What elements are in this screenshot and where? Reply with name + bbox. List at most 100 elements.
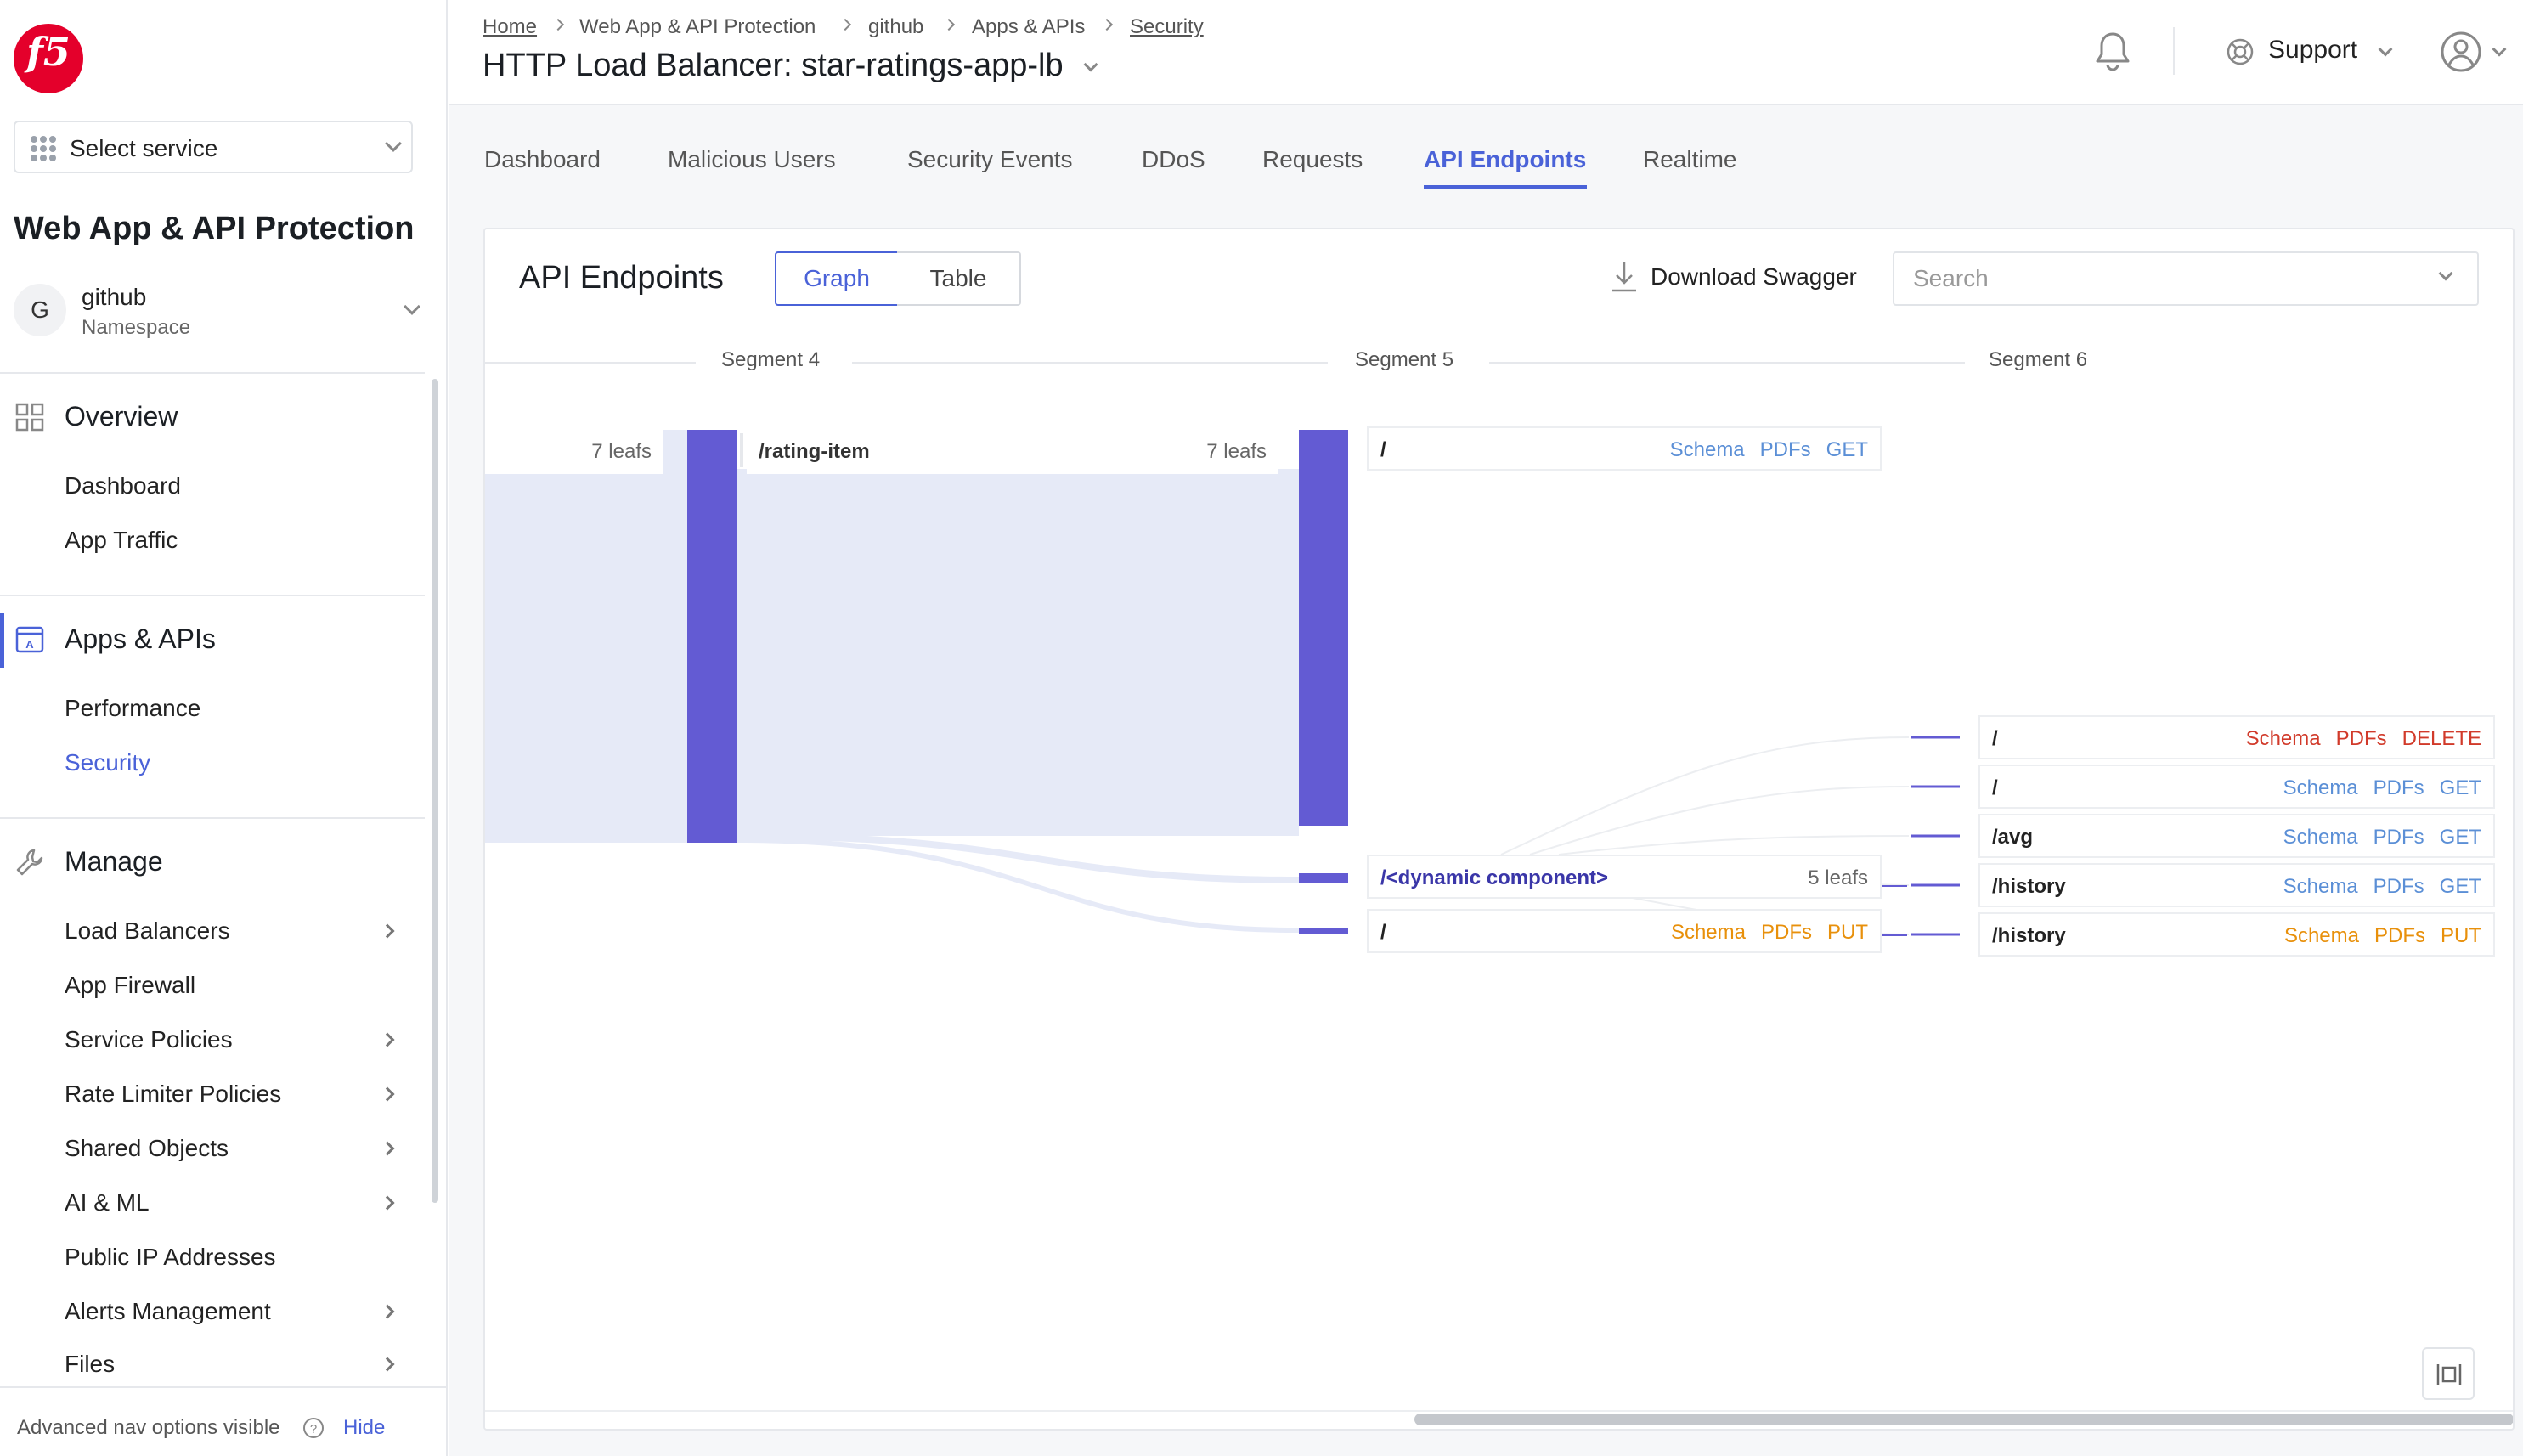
segment-6-label: Segment 6 [1989, 348, 2088, 371]
method-get[interactable]: GET [2439, 826, 2481, 849]
breadcrumb-security[interactable]: Security [1130, 15, 1204, 38]
seg6-node-history-put[interactable]: /history Schema PDFs PUT [1978, 912, 2495, 957]
nav-alerts-management[interactable]: Alerts Management [65, 1298, 271, 1324]
seg6-node-delete[interactable]: / Schema PDFs DELETE [1978, 715, 2495, 759]
schema-link[interactable]: Schema [2245, 727, 2321, 750]
schema-link[interactable]: Schema [1670, 921, 1746, 944]
seg6-node-history-get[interactable]: /history Schema PDFs GET [1978, 863, 2495, 907]
search-select[interactable]: Search [1893, 251, 2479, 306]
breadcrumb-waap[interactable]: Web App & API Protection [579, 15, 816, 38]
put-bar[interactable] [1299, 928, 1348, 934]
tab-requests[interactable]: Requests [1262, 146, 1363, 172]
section-apps-apis[interactable]: Apps & APIs [65, 624, 216, 654]
nav-files[interactable]: Files [65, 1351, 116, 1377]
card-title: API Endpoints [519, 260, 724, 296]
breadcrumb-github[interactable]: github [868, 15, 924, 38]
rating-item-leafs-count: 7 leafs [1206, 440, 1267, 463]
f5-logo[interactable]: f5 [14, 24, 83, 93]
svg-text:?: ? [310, 1422, 317, 1436]
tab-ddos[interactable]: DDoS [1142, 146, 1205, 172]
rating-item-bar[interactable] [1299, 430, 1348, 826]
section-manage[interactable]: Manage [65, 846, 163, 877]
chevron-right-icon [380, 1195, 395, 1211]
dynamic-bar[interactable] [1299, 873, 1348, 883]
chevron-right-icon [380, 1141, 395, 1156]
schema-link[interactable]: Schema [2283, 875, 2358, 898]
toggle-graph[interactable]: Graph [775, 251, 899, 306]
pdfs-link[interactable]: PDFs [1761, 921, 1812, 944]
nav-app-firewall[interactable]: App Firewall [65, 972, 196, 998]
seg6-path: /history [1992, 875, 2066, 898]
pdfs-link[interactable]: PDFs [2373, 826, 2424, 849]
seg5-node-dynamic[interactable]: /<dynamic component> 5 leafs [1367, 855, 1882, 899]
page-title: HTTP Load Balancer: star-ratings-app-lb [483, 48, 1064, 83]
nav-ai-ml[interactable]: AI & ML [65, 1189, 150, 1216]
method-get[interactable]: GET [2439, 875, 2481, 898]
chevron-right-icon [380, 1032, 395, 1047]
method-delete[interactable]: DELETE [2402, 727, 2481, 750]
seg5-node-get[interactable]: / Schema PDFs GET [1367, 426, 1882, 471]
horizontal-scrollbar[interactable] [1414, 1414, 2513, 1425]
method-put[interactable]: PUT [2441, 924, 2481, 947]
tab-realtime[interactable]: Realtime [1643, 146, 1737, 172]
user-avatar-icon[interactable] [2440, 31, 2482, 73]
support-lifebuoy-icon [2227, 38, 2254, 65]
link-line [1500, 736, 1910, 855]
pdfs-link[interactable]: PDFs [2374, 924, 2425, 947]
nav-public-ip-addresses[interactable]: Public IP Addresses [65, 1244, 276, 1270]
schema-link[interactable]: Schema [2283, 776, 2358, 799]
schema-link[interactable]: Schema [2283, 826, 2358, 849]
tab-api-endpoints[interactable]: API Endpoints [1424, 146, 1587, 172]
rating-item-flow-band [737, 469, 1299, 836]
seg6-node-get[interactable]: / Schema PDFs GET [1978, 765, 2495, 809]
chevron-right-icon [380, 1357, 395, 1372]
pdfs-link[interactable]: PDFs [1759, 438, 1811, 461]
tab-security-events[interactable]: Security Events [907, 146, 1073, 172]
seg6-node-avg[interactable]: /avg Schema PDFs GET [1978, 814, 2495, 858]
root-node[interactable]: 7 leafs [485, 430, 663, 474]
nav-security[interactable]: Security [65, 749, 151, 776]
dynamic-flow [737, 832, 1299, 883]
breadcrumb-apps-apis[interactable]: Apps & APIs [972, 15, 1086, 38]
bell-icon[interactable] [2093, 31, 2132, 73]
chevron-right-icon [380, 923, 395, 939]
schema-link[interactable]: Schema [2283, 924, 2359, 947]
nav-dashboard[interactable]: Dashboard [65, 472, 181, 499]
nav-shared-objects[interactable]: Shared Objects [65, 1135, 229, 1161]
namespace-name[interactable]: github [82, 284, 147, 310]
method-get[interactable]: GET [1826, 438, 1868, 461]
fit-view-button[interactable] [2422, 1347, 2475, 1400]
overview-grid-icon [15, 403, 44, 432]
breadcrumb-home[interactable]: Home [483, 15, 538, 38]
support-menu[interactable]: Support [2268, 36, 2358, 64]
download-swagger-button[interactable]: Download Swagger [1651, 263, 1857, 290]
namespace-chevron-icon[interactable] [404, 298, 420, 315]
segment-line [485, 362, 696, 364]
download-icon[interactable] [1610, 260, 1639, 294]
sidebar-scrollbar[interactable] [432, 379, 438, 1203]
nav-service-policies[interactable]: Service Policies [65, 1026, 233, 1052]
active-section-indicator [0, 613, 4, 668]
method-get[interactable]: GET [2439, 776, 2481, 799]
nav-rate-limiter-policies[interactable]: Rate Limiter Policies [65, 1081, 282, 1107]
tab-dashboard[interactable]: Dashboard [484, 146, 601, 172]
method-put[interactable]: PUT [1827, 921, 1868, 944]
help-icon[interactable]: ? [302, 1417, 325, 1439]
hide-link[interactable]: Hide [343, 1416, 386, 1439]
nav-load-balancers[interactable]: Load Balancers [65, 917, 230, 944]
section-overview[interactable]: Overview [65, 401, 178, 432]
grid-icon [31, 136, 56, 161]
rating-item-node[interactable]: /rating-item 7 leafs [747, 430, 1278, 474]
top-header [449, 0, 2523, 105]
seg5-node-put[interactable]: / Schema PDFs PUT [1367, 909, 1882, 953]
schema-link[interactable]: Schema [1669, 438, 1745, 461]
tab-malicious-users[interactable]: Malicious Users [668, 146, 836, 172]
nav-app-traffic[interactable]: App Traffic [65, 527, 178, 553]
root-bar[interactable] [687, 430, 737, 843]
pdfs-link[interactable]: PDFs [2373, 776, 2424, 799]
nav-performance[interactable]: Performance [65, 695, 201, 721]
toggle-table[interactable]: Table [897, 251, 1021, 306]
pdfs-link[interactable]: PDFs [2335, 727, 2387, 750]
pdfs-link[interactable]: PDFs [2373, 875, 2424, 898]
service-select[interactable]: Select service [14, 121, 413, 173]
